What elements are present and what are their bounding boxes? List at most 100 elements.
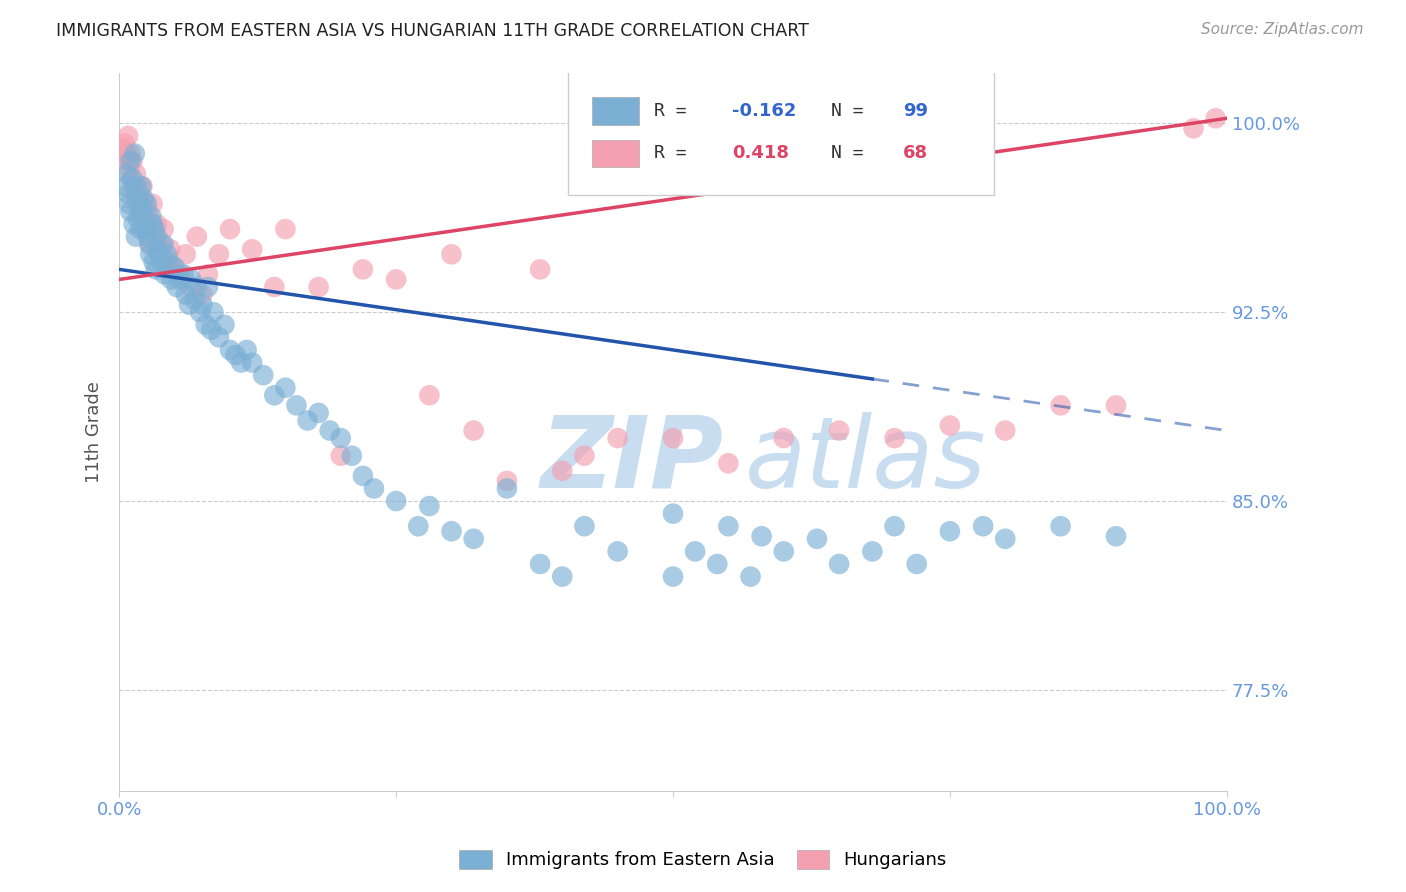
Point [883,431,905,445]
Point [496,474,519,488]
Point [169,272,191,286]
Point [1105,529,1128,543]
Point [202,305,225,319]
Text: N =: N = [831,145,875,162]
Point [177,298,200,312]
Point [939,418,962,433]
Point [529,262,551,277]
Point [120,204,142,219]
Point [111,142,134,156]
Point [152,237,174,252]
Point [308,406,330,420]
Point [194,318,217,332]
Point [125,197,148,211]
Point [128,197,150,211]
Point [183,293,205,307]
Point [363,482,385,496]
Point [772,431,794,445]
Point [214,318,236,332]
Point [208,330,231,344]
Point [118,197,141,211]
Point [143,229,166,244]
Point [138,217,160,231]
Point [128,186,150,201]
FancyBboxPatch shape [592,140,638,167]
Point [125,179,148,194]
Point [574,449,596,463]
Text: atlas: atlas [745,412,987,509]
Point [197,268,219,282]
Point [121,154,143,169]
Point [662,431,685,445]
Point [285,398,308,412]
Point [1205,112,1227,126]
Point [994,424,1017,438]
Point [117,186,139,201]
Point [136,197,159,211]
Point [717,519,740,533]
Point [263,388,285,402]
Point [329,431,352,445]
Point [141,210,163,224]
Text: ZIP: ZIP [540,412,723,509]
Point [152,222,174,236]
Point [240,355,263,369]
Point [136,229,159,244]
Point [352,262,374,277]
Y-axis label: 11th Grade: 11th Grade [86,381,103,483]
Point [1049,519,1071,533]
Point [463,532,485,546]
Point [146,217,169,231]
Point [329,449,352,463]
Point [141,197,163,211]
Point [180,280,202,294]
Point [263,280,285,294]
Point [939,524,962,539]
Point [163,260,186,274]
Point [120,146,142,161]
Point [208,247,231,261]
Point [551,569,574,583]
Text: -0.162: -0.162 [731,102,796,120]
Point [115,146,138,161]
Point [418,499,440,513]
Point [139,237,162,252]
Point [125,167,148,181]
Point [860,544,883,558]
Point [418,388,440,402]
Point [1105,398,1128,412]
Text: IMMIGRANTS FROM EASTERN ASIA VS HUNGARIAN 11TH GRADE CORRELATION CHART: IMMIGRANTS FROM EASTERN ASIA VS HUNGARIA… [56,22,808,40]
Point [828,557,851,571]
FancyBboxPatch shape [568,70,994,195]
Point [134,222,156,236]
Point [751,529,773,543]
Point [160,272,183,286]
Legend: Immigrants from Eastern Asia, Hungarians: Immigrants from Eastern Asia, Hungarians [450,841,956,879]
Point [463,424,485,438]
Point [740,569,762,583]
Point [131,204,153,219]
Point [662,569,685,583]
Point [274,381,297,395]
Point [191,287,214,301]
Point [131,179,153,194]
Point [174,247,197,261]
Point [148,247,170,261]
Point [153,268,176,282]
Point [662,507,685,521]
Point [129,222,152,236]
Point [235,343,257,357]
Point [141,217,163,231]
Point [120,171,142,186]
Point [142,255,165,269]
Point [496,482,519,496]
Point [191,298,214,312]
Point [972,519,994,533]
Point [115,167,138,181]
Text: R =: R = [654,102,697,120]
Point [186,280,208,294]
Point [146,242,169,256]
Point [240,242,263,256]
Point [883,519,905,533]
Point [127,212,149,227]
